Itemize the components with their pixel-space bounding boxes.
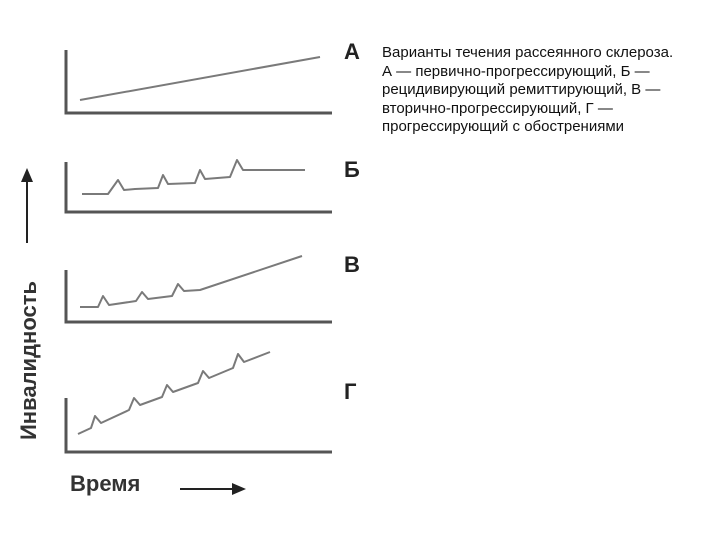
panel-b-curve xyxy=(82,159,305,195)
panel-b-letter: Б xyxy=(344,157,360,182)
panel-b: Б xyxy=(64,157,360,214)
panel-c: В xyxy=(64,252,360,324)
panel-a-axes xyxy=(64,50,332,115)
x-axis-label: Время xyxy=(70,471,140,496)
panel-a-letter: А xyxy=(344,39,360,64)
panel-b-axes xyxy=(64,162,332,214)
figure-caption: Варианты течения рассеянного склероза. А… xyxy=(382,44,674,135)
x-axis: Время xyxy=(70,471,246,496)
y-axis-label: Инвалидность xyxy=(16,281,41,440)
x-axis-arrowhead xyxy=(232,483,246,495)
panel-d-axes xyxy=(64,398,332,454)
y-axis: Инвалидность xyxy=(16,168,41,440)
panel-c-axes xyxy=(64,270,332,324)
y-axis-arrowhead xyxy=(21,168,33,182)
panel-a: А xyxy=(64,39,360,115)
panel-d-curve xyxy=(77,351,271,435)
panel-a-curve xyxy=(79,56,321,101)
panel-d-letter: Г xyxy=(344,379,357,404)
panel-d: Г xyxy=(64,351,357,454)
panel-c-letter: В xyxy=(344,252,360,277)
panel-c-curve xyxy=(80,255,303,308)
